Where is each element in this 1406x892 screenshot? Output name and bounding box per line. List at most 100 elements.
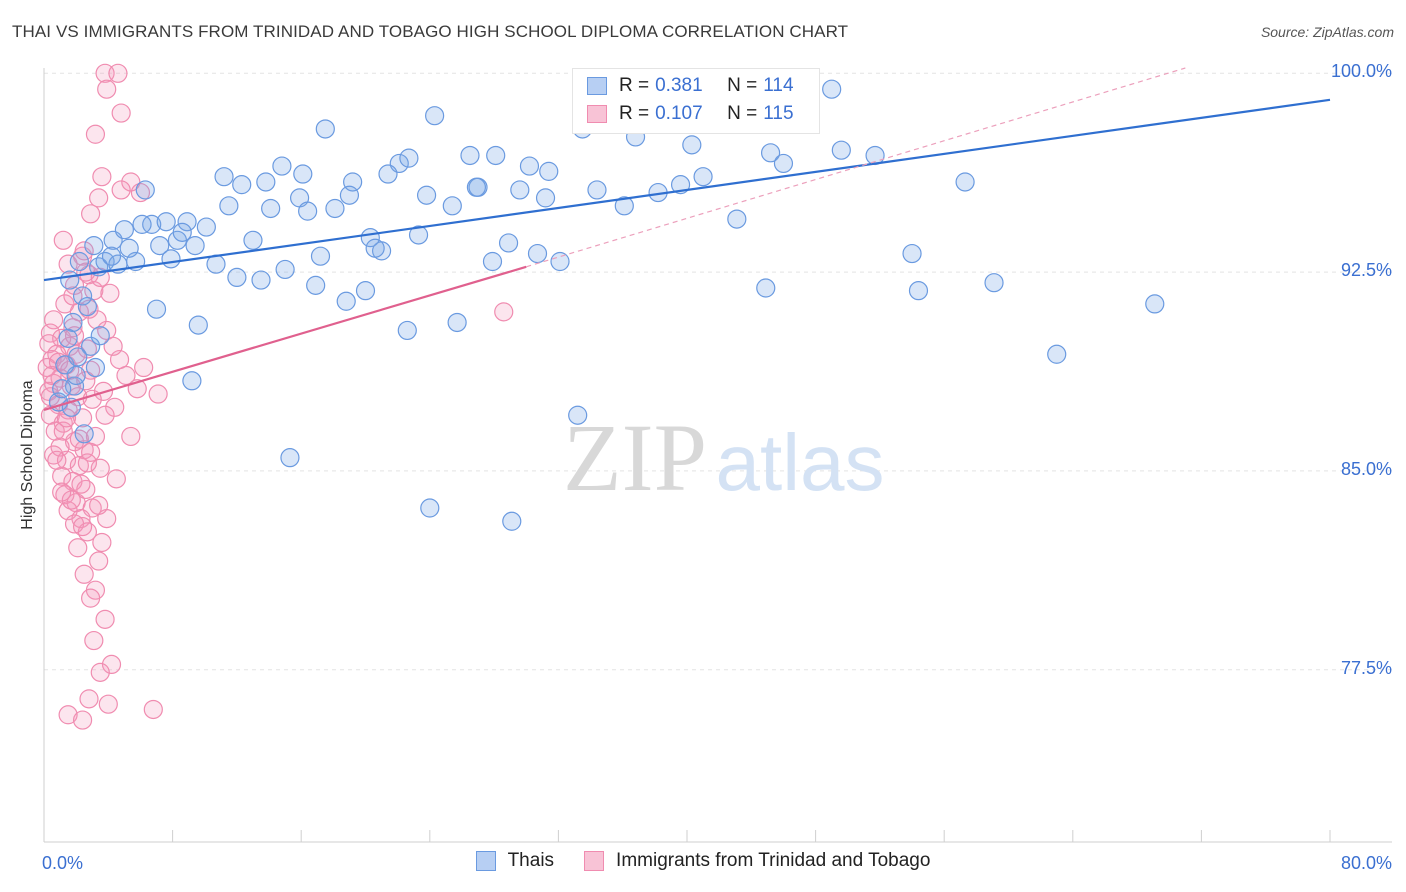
- thais-point: [227, 267, 247, 288]
- immigrants-point: [97, 79, 117, 99]
- immigrants-point: [84, 630, 104, 651]
- immigrants-point: [76, 371, 96, 391]
- immigrants-point: [58, 254, 78, 274]
- thais-point: [256, 172, 276, 192]
- thais-point: [188, 315, 208, 335]
- immigrants-point: [81, 588, 101, 608]
- thais-point: [68, 347, 88, 367]
- immigrants-point: [61, 490, 81, 510]
- y-tick-label: 85.0%: [1340, 458, 1392, 479]
- thais-point: [58, 328, 78, 348]
- legend-n-value: 115: [763, 103, 794, 124]
- thais-point: [550, 251, 570, 272]
- immigrants-point: [494, 302, 514, 322]
- thais-point: [81, 336, 101, 356]
- correlation-legend: R = 0.381 N = 114 R = 0.107 N = 115: [572, 68, 820, 134]
- thais-point: [460, 145, 480, 166]
- thais-point: [135, 180, 155, 200]
- thais-point: [447, 312, 467, 333]
- thais-point: [310, 246, 331, 266]
- thais-point: [510, 180, 530, 200]
- immigrants-point: [98, 694, 118, 714]
- watermark-atlas: atlas: [716, 418, 885, 507]
- y-axis-label: High School Diploma: [19, 380, 36, 530]
- thais-point: [85, 357, 106, 378]
- thais-point: [325, 198, 345, 219]
- legend-r-value: 0.107: [655, 103, 703, 124]
- immigrants-point: [89, 188, 109, 208]
- immigrants-point: [77, 339, 98, 359]
- thais-point: [416, 185, 437, 205]
- thais-point: [185, 235, 205, 256]
- thais-point: [74, 424, 94, 444]
- chart-title: THAI VS IMMIGRANTS FROM TRINIDAD AND TOB…: [12, 22, 849, 41]
- thais-point: [315, 119, 335, 139]
- thais-point: [773, 153, 794, 174]
- immigrants-point: [89, 495, 109, 515]
- immigrants-point: [143, 699, 163, 720]
- legend-row-thais: R = 0.381 N = 114: [587, 74, 794, 98]
- thais-point: [498, 233, 519, 253]
- thais-point: [420, 498, 440, 518]
- immigrants-point: [121, 172, 141, 192]
- thais-point: [908, 281, 929, 301]
- thais-point: [306, 275, 326, 295]
- thais-point: [756, 278, 776, 298]
- x-tick-max: 80.0%: [1340, 853, 1392, 873]
- series-immigrants-points: [37, 63, 514, 730]
- thais-point: [280, 448, 300, 468]
- thais-point: [275, 259, 295, 280]
- thais-point: [397, 320, 417, 341]
- immigrants-point: [148, 384, 168, 404]
- thais-point: [293, 164, 313, 184]
- thais-point: [261, 198, 281, 219]
- immigrants-point: [90, 458, 110, 478]
- immigrants-point: [90, 662, 110, 682]
- thais-point: [902, 243, 922, 264]
- immigrants-point: [39, 334, 59, 354]
- thais-point: [77, 296, 98, 317]
- immigrants-point: [95, 609, 115, 629]
- thais-point: [161, 249, 181, 269]
- thais-point: [336, 291, 356, 311]
- thais-point: [150, 235, 170, 256]
- thais-point: [114, 220, 134, 240]
- legend-n-label: N =: [727, 103, 758, 124]
- immigrants-point: [71, 474, 91, 494]
- thais-point: [519, 156, 540, 176]
- immigrants-point: [134, 357, 154, 378]
- immigrants-point: [53, 230, 73, 250]
- thais-point: [355, 281, 376, 301]
- trend-line-immigrants: [43, 265, 527, 411]
- thais-point: [831, 140, 851, 160]
- thais-point: [251, 270, 271, 290]
- legend-item-thais[interactable]: Thais: [475, 850, 554, 872]
- trend-line-thais: [43, 98, 1331, 282]
- immigrants-point: [87, 310, 107, 330]
- thais-point: [1145, 294, 1165, 314]
- thais-point: [298, 201, 318, 221]
- thais-point: [214, 167, 234, 187]
- immigrants-point: [68, 538, 88, 558]
- legend-item-immigrants[interactable]: Immigrants from Trinidad and Tobago: [584, 850, 930, 872]
- series-thais-points: [48, 74, 1165, 531]
- immigrants-point: [55, 485, 75, 505]
- legend-r-label: R =: [619, 75, 650, 96]
- immigrants-point: [100, 283, 120, 303]
- immigrants-point: [121, 426, 141, 447]
- thais-point: [527, 243, 548, 264]
- axes: [43, 68, 1392, 843]
- x-tick-min: 0.0%: [42, 853, 84, 873]
- immigrants-point: [56, 408, 77, 428]
- thais-point: [955, 172, 975, 192]
- thais-point: [466, 177, 487, 197]
- y-tick-label: 92.5%: [1340, 260, 1392, 281]
- thais-point: [984, 273, 1004, 293]
- immigrants-point: [55, 294, 75, 314]
- thais-point: [84, 235, 104, 256]
- immigrants-point: [89, 551, 109, 571]
- thais-point: [101, 246, 122, 266]
- immigrants-point: [74, 564, 94, 584]
- thais-point: [425, 106, 445, 126]
